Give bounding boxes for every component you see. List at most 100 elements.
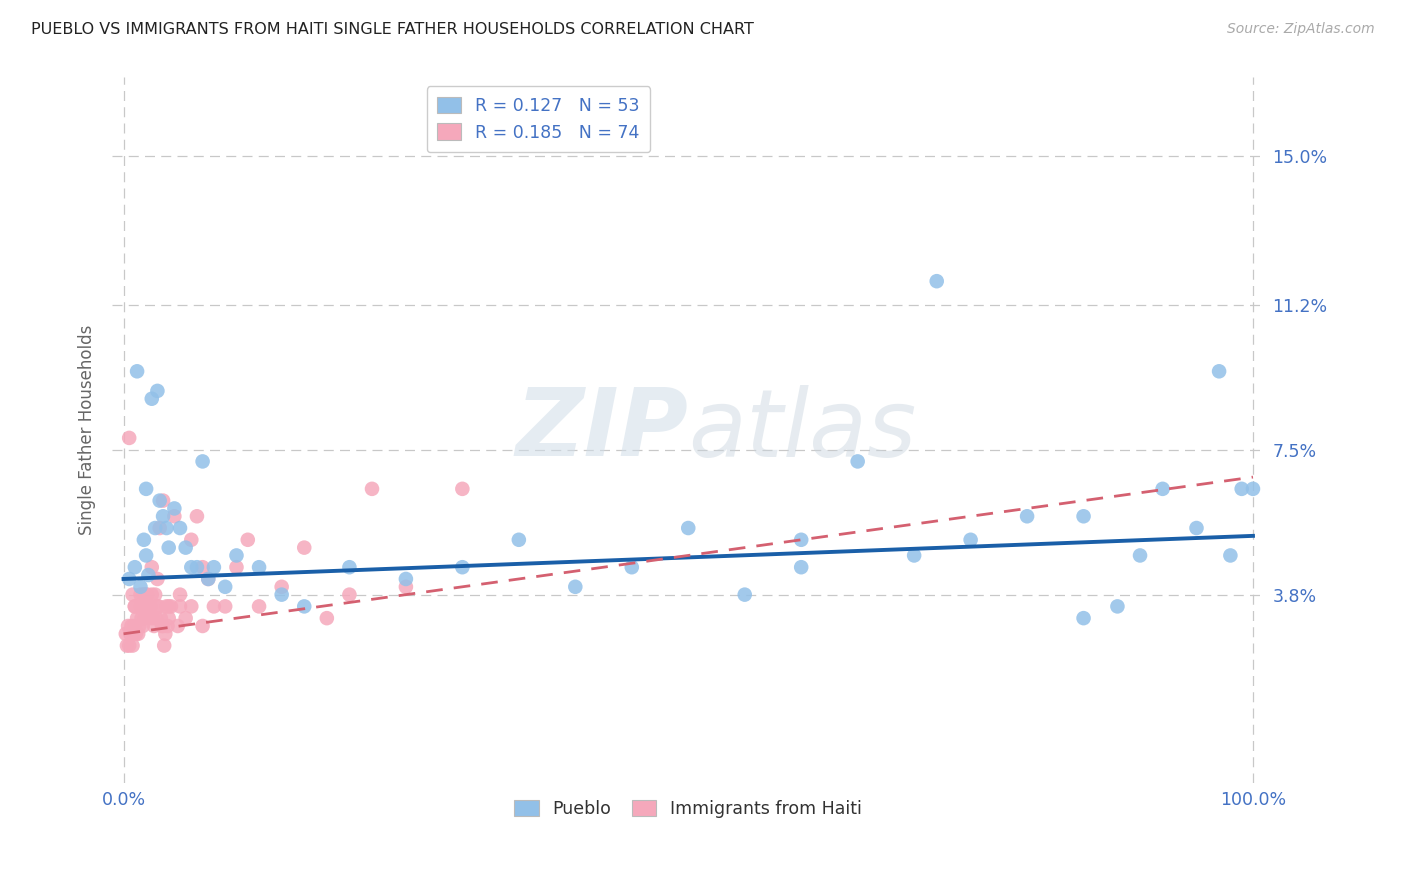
Point xyxy=(620,560,643,574)
Point xyxy=(508,533,530,547)
Point xyxy=(143,521,166,535)
Point xyxy=(163,501,186,516)
Point xyxy=(141,588,163,602)
Point xyxy=(191,619,214,633)
Point xyxy=(146,599,169,614)
Point xyxy=(125,627,148,641)
Point xyxy=(1241,482,1264,496)
Text: Source: ZipAtlas.com: Source: ZipAtlas.com xyxy=(1227,22,1375,37)
Point xyxy=(197,572,219,586)
Point xyxy=(174,541,197,555)
Point xyxy=(174,611,197,625)
Point xyxy=(149,521,172,535)
Point xyxy=(163,509,186,524)
Point xyxy=(152,493,174,508)
Point xyxy=(115,639,138,653)
Point xyxy=(129,588,152,602)
Point xyxy=(1219,549,1241,563)
Point xyxy=(451,560,474,574)
Point xyxy=(148,599,170,614)
Point xyxy=(135,549,157,563)
Point xyxy=(155,627,177,641)
Point xyxy=(139,599,162,614)
Point xyxy=(790,560,813,574)
Point xyxy=(150,619,173,633)
Point xyxy=(157,541,180,555)
Point xyxy=(1208,364,1230,378)
Point xyxy=(225,560,247,574)
Point xyxy=(202,599,225,614)
Point xyxy=(121,639,143,653)
Point xyxy=(451,482,474,496)
Point xyxy=(153,639,176,653)
Legend: Pueblo, Immigrants from Haiti: Pueblo, Immigrants from Haiti xyxy=(508,793,869,825)
Point xyxy=(1107,599,1129,614)
Point xyxy=(118,572,141,586)
Point xyxy=(186,560,208,574)
Point xyxy=(118,639,141,653)
Point xyxy=(122,627,145,641)
Point xyxy=(339,588,361,602)
Point xyxy=(339,560,361,574)
Y-axis label: Single Father Households: Single Father Households xyxy=(79,325,96,535)
Point xyxy=(143,619,166,633)
Point xyxy=(149,493,172,508)
Point xyxy=(146,572,169,586)
Point xyxy=(138,611,160,625)
Point xyxy=(214,580,236,594)
Point xyxy=(197,572,219,586)
Point xyxy=(141,392,163,406)
Point xyxy=(152,509,174,524)
Point xyxy=(128,619,150,633)
Point xyxy=(292,599,315,614)
Point xyxy=(155,521,177,535)
Point xyxy=(117,619,139,633)
Point xyxy=(270,580,292,594)
Point xyxy=(186,509,208,524)
Point xyxy=(135,588,157,602)
Point xyxy=(395,580,418,594)
Point xyxy=(157,611,180,625)
Point xyxy=(734,588,756,602)
Point xyxy=(247,599,270,614)
Point xyxy=(114,627,136,641)
Point xyxy=(1185,521,1208,535)
Point xyxy=(132,619,155,633)
Point xyxy=(131,611,153,625)
Point xyxy=(157,599,180,614)
Point xyxy=(135,599,157,614)
Text: PUEBLO VS IMMIGRANTS FROM HAITI SINGLE FATHER HOUSEHOLDS CORRELATION CHART: PUEBLO VS IMMIGRANTS FROM HAITI SINGLE F… xyxy=(31,22,754,37)
Point xyxy=(292,541,315,555)
Point xyxy=(146,384,169,398)
Point xyxy=(143,588,166,602)
Point xyxy=(134,611,156,625)
Point xyxy=(191,560,214,574)
Point xyxy=(149,611,172,625)
Point xyxy=(678,521,700,535)
Point xyxy=(169,521,191,535)
Text: atlas: atlas xyxy=(689,384,917,475)
Point xyxy=(127,611,149,625)
Point xyxy=(120,619,142,633)
Point xyxy=(132,533,155,547)
Point xyxy=(191,454,214,468)
Point xyxy=(152,619,174,633)
Point xyxy=(395,572,418,586)
Point xyxy=(141,560,163,574)
Point xyxy=(214,599,236,614)
Point xyxy=(202,560,225,574)
Point xyxy=(169,599,191,614)
Point xyxy=(124,619,146,633)
Point xyxy=(1129,549,1152,563)
Text: ZIP: ZIP xyxy=(516,384,689,476)
Point xyxy=(1073,611,1095,625)
Point xyxy=(129,599,152,614)
Point xyxy=(138,599,160,614)
Point xyxy=(120,627,142,641)
Point xyxy=(127,364,149,378)
Point xyxy=(132,588,155,602)
Point xyxy=(1152,482,1174,496)
Point xyxy=(169,588,191,602)
Point xyxy=(1073,509,1095,524)
Point xyxy=(136,588,159,602)
